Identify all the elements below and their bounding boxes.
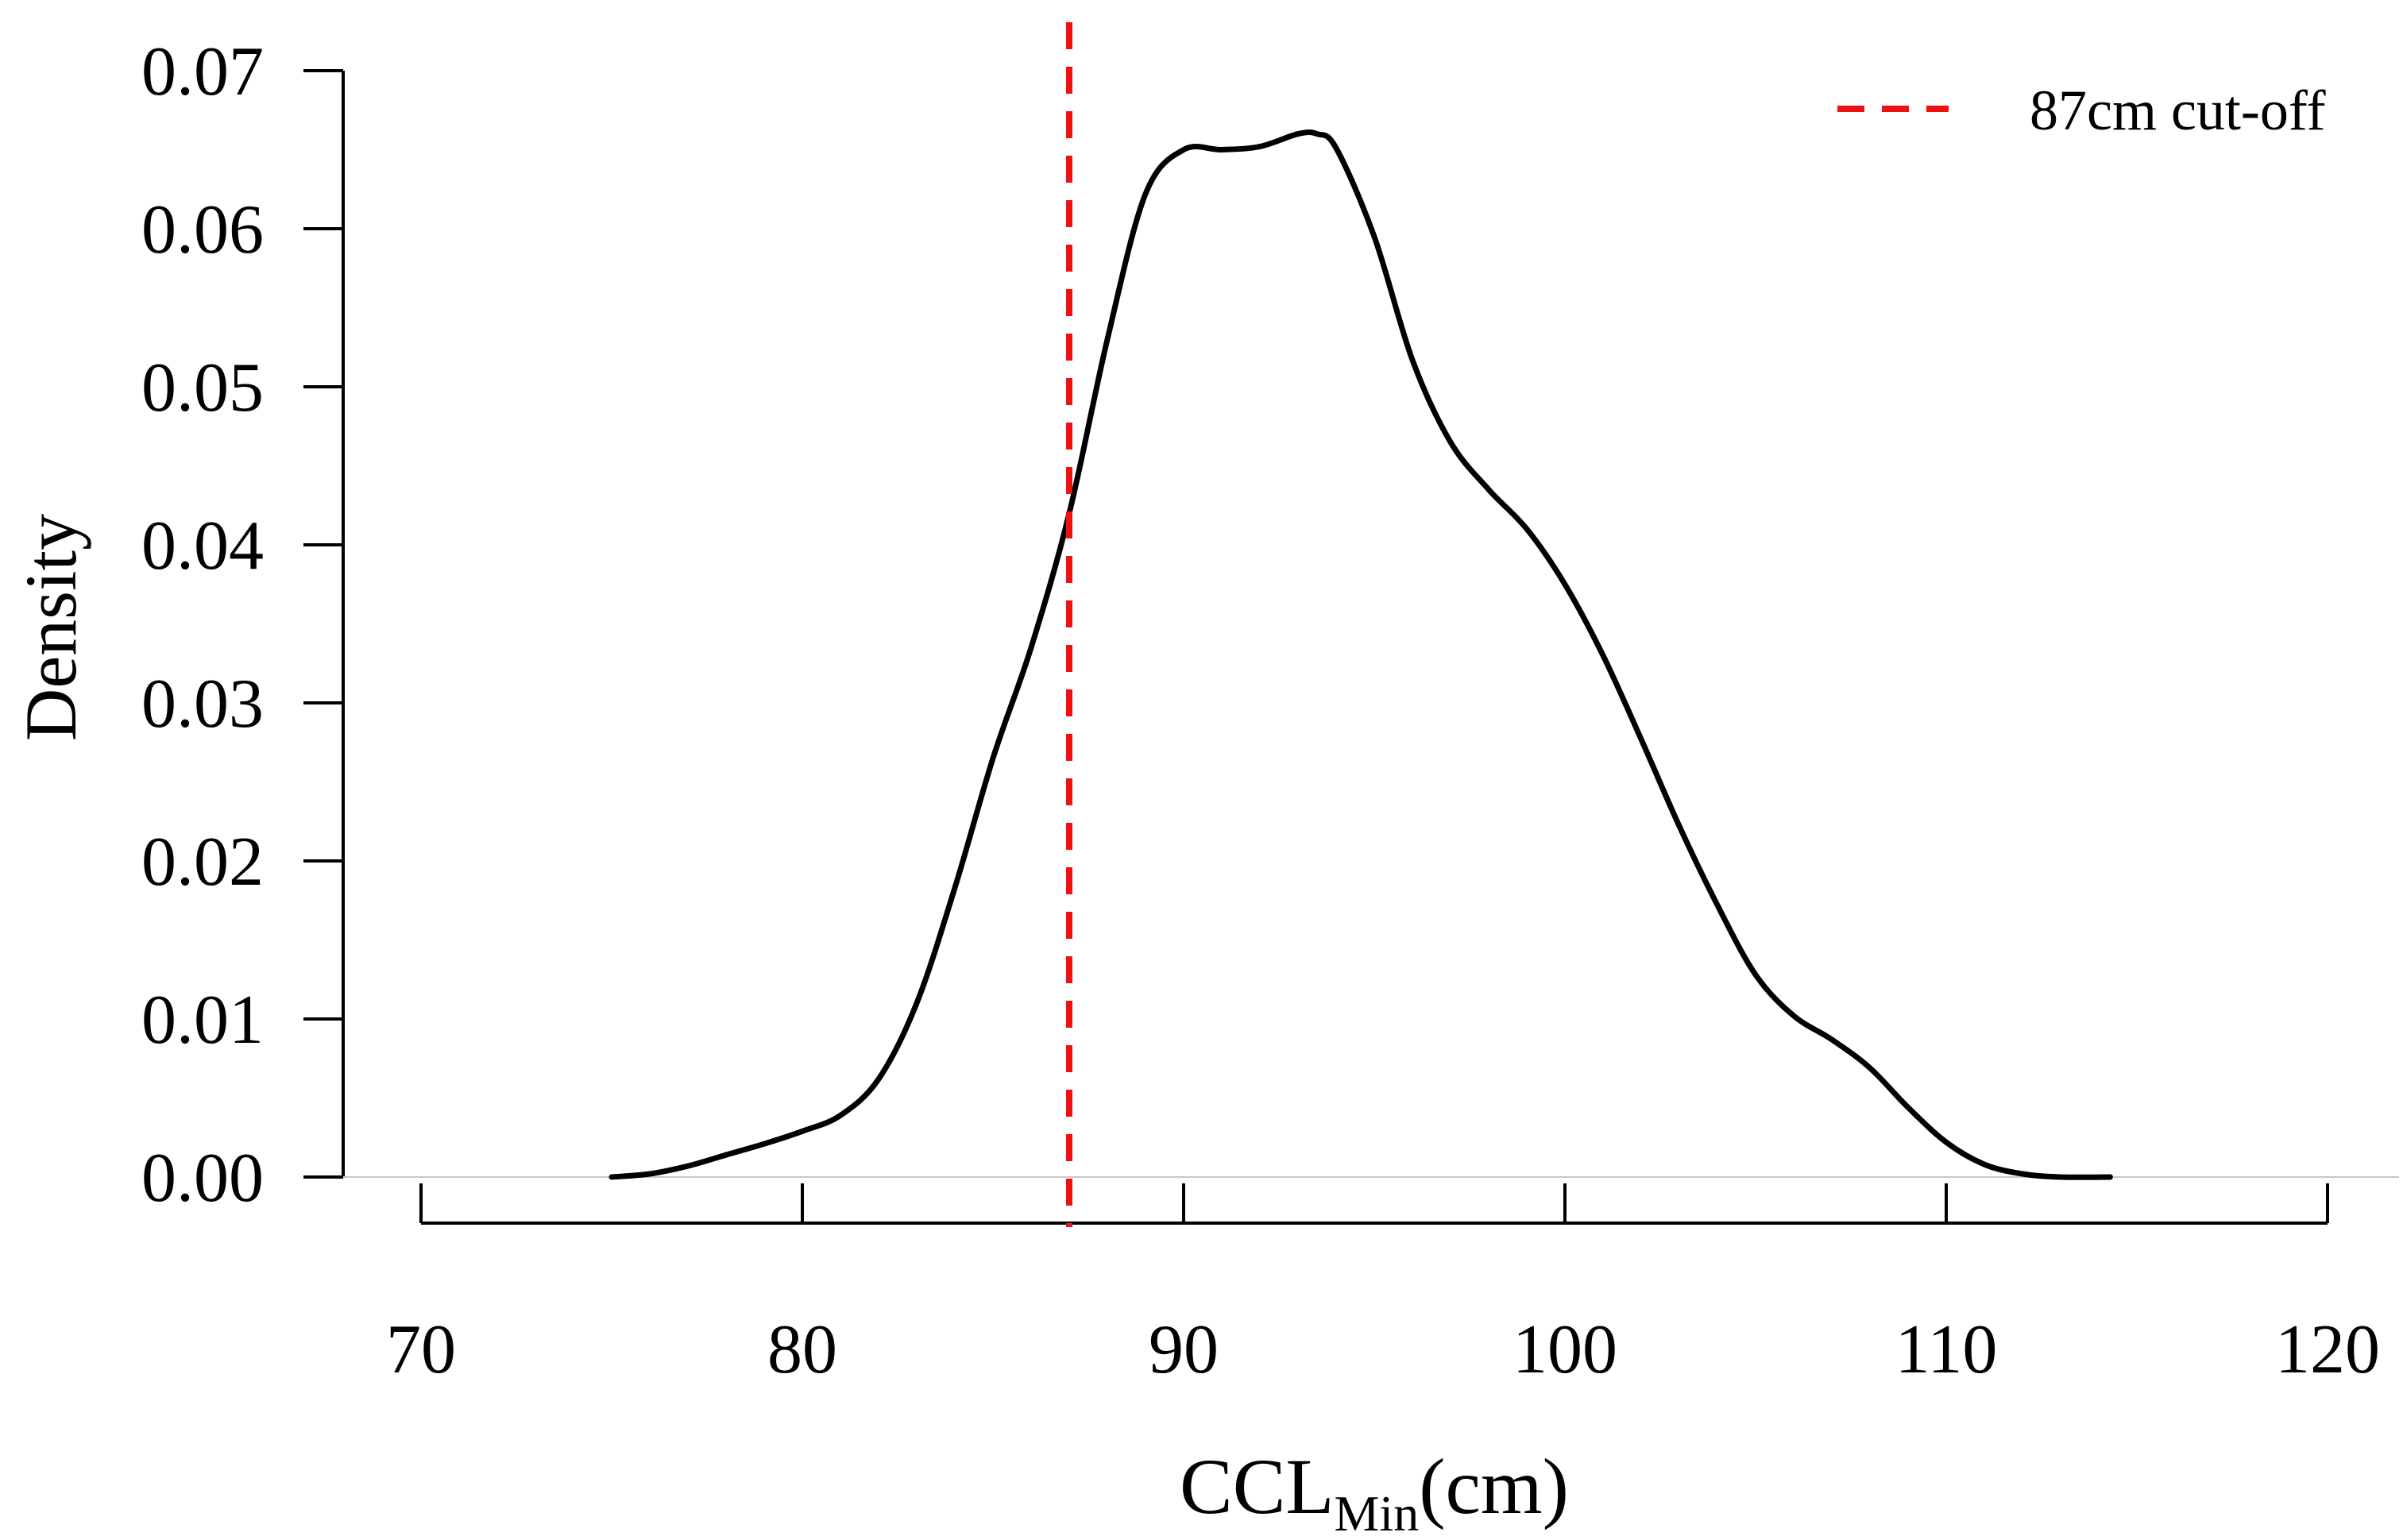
- y-tick-label: 0.00: [141, 1140, 264, 1217]
- y-tick-label: 0.06: [141, 191, 264, 268]
- y-tick-label: 0.01: [141, 982, 264, 1059]
- x-tick-label: 120: [2275, 1311, 2380, 1388]
- legend: 87cm cut-off: [1837, 79, 2326, 142]
- density-curve: [608, 129, 2113, 1180]
- y-axis-title: Density: [10, 514, 91, 741]
- x-tick-label: 90: [1149, 1311, 1219, 1388]
- x-tick-label: 100: [1512, 1311, 1617, 1388]
- x-axis-title: CCLMin(cm): [1180, 1442, 1569, 1540]
- y-tick-label: 0.05: [141, 349, 264, 426]
- plot-area: [343, 22, 2399, 1227]
- x-axis-title-subscript: Min: [1335, 1485, 1420, 1540]
- y-tick-label: 0.03: [141, 666, 264, 743]
- x-axis-title-units: (cm): [1419, 1442, 1569, 1530]
- legend-label-cutoff: 87cm cut-off: [2030, 79, 2326, 142]
- y-tick-label: 0.07: [141, 33, 264, 110]
- x-axis: 70 80 90 100 110 120: [386, 1183, 2380, 1388]
- x-tick-label: 80: [767, 1311, 837, 1388]
- y-axis: 0.00 0.01 0.02 0.03 0.04 0.05 0.06 0.07: [141, 33, 345, 1217]
- x-tick-label: 70: [386, 1311, 456, 1388]
- x-tick-label: 110: [1895, 1311, 1998, 1388]
- y-tick-label: 0.04: [141, 508, 264, 585]
- y-tick-label: 0.02: [141, 824, 264, 901]
- x-axis-title-main: CCL: [1180, 1442, 1334, 1530]
